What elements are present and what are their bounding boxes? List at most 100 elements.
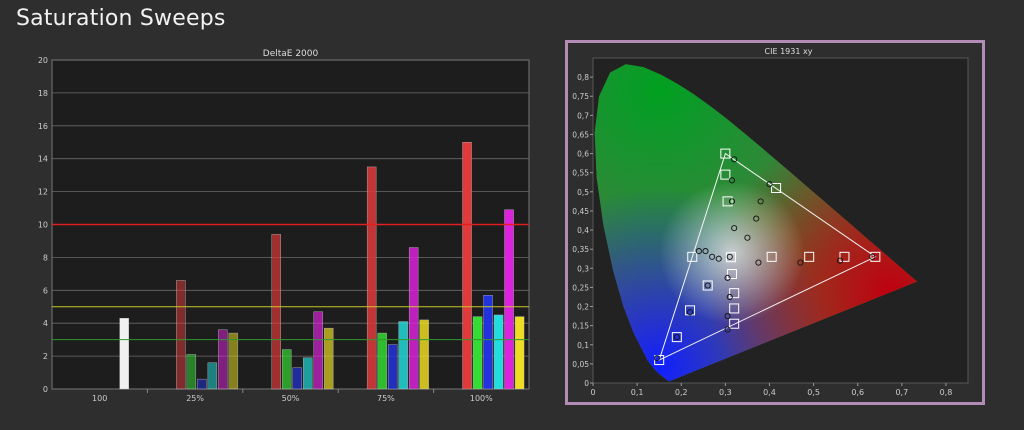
bar xyxy=(483,295,493,390)
bar xyxy=(282,349,292,390)
cie-chart-frame: CIE 1931 xy 0 0,1 0,2 0,3 0,4 0,5 0,6 0,7 0,8 0 0,0… xyxy=(565,40,985,405)
y-tick-label: 0,8 xyxy=(577,73,589,82)
y-tick-label: 0,45 xyxy=(572,207,589,216)
bar xyxy=(119,318,129,390)
target-square xyxy=(766,251,777,262)
y-tick-label: 0 xyxy=(584,379,589,388)
measured-point xyxy=(766,181,773,188)
y-tick-label: 0 xyxy=(43,385,48,394)
x-tick-label: 100% xyxy=(470,394,493,403)
measured-point xyxy=(744,234,751,241)
target-square xyxy=(720,169,731,180)
bar xyxy=(408,247,419,390)
measured-point xyxy=(757,198,764,205)
measured-point xyxy=(724,326,731,333)
measured-point xyxy=(869,253,876,260)
y-tick-label: 0,3 xyxy=(577,264,589,273)
y-tick-label: 0,25 xyxy=(572,283,589,292)
cie-1931-chart: CIE 1931 xy 0 0,1 0,2 0,3 0,4 0,5 0,6 0,7 0,8 0 0,0… xyxy=(572,47,969,397)
y-tick-label: 8 xyxy=(43,253,48,262)
bar xyxy=(186,354,197,390)
bar xyxy=(398,321,408,390)
bar xyxy=(218,329,228,390)
bar xyxy=(387,344,398,390)
delta-e-bar-chart: DeltaE 2000 0 2 4 6 8 10 12 14 16 18 20 100 25% 50% 75%… xyxy=(38,49,530,403)
x-tick-label: 0,7 xyxy=(895,388,908,397)
y-tick-label: 0,2 xyxy=(577,303,589,312)
target-square xyxy=(771,183,782,193)
x-tick-label: 100 xyxy=(92,394,107,403)
target-square xyxy=(729,288,740,299)
measured-point xyxy=(724,313,731,320)
bar xyxy=(271,234,281,390)
bar xyxy=(377,332,387,390)
target-square xyxy=(870,251,881,262)
target-square xyxy=(720,148,731,159)
target-square xyxy=(729,303,740,314)
page-title: Saturation Sweeps xyxy=(16,6,226,31)
bar xyxy=(313,311,323,390)
measured-point xyxy=(687,309,694,316)
y-tick-label: 0,65 xyxy=(572,130,589,139)
bar xyxy=(303,357,313,390)
y-tick-label: 14 xyxy=(38,155,48,164)
measured-point xyxy=(731,225,738,232)
y-tick-label: 6 xyxy=(43,286,48,295)
measured-point xyxy=(695,248,702,255)
target-square xyxy=(726,269,737,280)
measured-point xyxy=(702,248,709,255)
bar xyxy=(324,327,334,390)
y-tick-label: 16 xyxy=(38,122,48,131)
measured-point xyxy=(724,274,731,281)
y-tick-label: 12 xyxy=(38,188,48,197)
y-tick-label: 0,05 xyxy=(572,360,589,369)
bar-chart-title: DeltaE 2000 xyxy=(263,49,319,59)
bar xyxy=(462,142,472,390)
measured-point xyxy=(704,282,711,289)
y-tick-label: 0,5 xyxy=(577,188,589,197)
gamut-triangle xyxy=(658,152,877,362)
measured-point xyxy=(709,253,716,260)
bar xyxy=(472,316,483,390)
measured-point xyxy=(715,255,722,262)
y-tick-label: 0,75 xyxy=(572,92,589,101)
bar xyxy=(176,280,186,390)
target-square xyxy=(702,280,713,291)
bar xyxy=(366,166,377,390)
x-tick-label: 75% xyxy=(377,394,395,403)
x-tick-label: 0,5 xyxy=(807,388,820,397)
measured-point xyxy=(726,293,733,301)
x-tick-label: 0,3 xyxy=(719,388,732,397)
y-tick-label: 10 xyxy=(38,221,48,230)
y-tick-label: 18 xyxy=(38,89,48,98)
y-tick-label: 0,35 xyxy=(572,245,589,254)
x-tick-label: 0 xyxy=(590,388,595,397)
y-tick-label: 0,7 xyxy=(577,111,589,120)
x-tick-label: 0,6 xyxy=(851,388,864,397)
measured-point xyxy=(653,355,661,362)
target-square xyxy=(671,332,682,343)
target-square xyxy=(725,252,736,263)
measured-point xyxy=(728,177,736,184)
measured-point xyxy=(673,334,680,341)
x-tick-label: 0,8 xyxy=(940,388,953,397)
target-square xyxy=(804,251,815,262)
bar xyxy=(493,314,504,390)
target-square xyxy=(839,251,850,262)
x-tick-label: 0,1 xyxy=(631,388,644,397)
measured-point xyxy=(726,253,733,260)
bar xyxy=(504,209,514,390)
y-tick-label: 0,6 xyxy=(577,150,589,159)
y-tick-label: 2 xyxy=(43,352,48,361)
target-square xyxy=(687,251,698,262)
measured-point xyxy=(837,257,844,264)
x-tick-label: 25% xyxy=(186,394,204,403)
x-tick-label: 50% xyxy=(282,394,300,403)
measured-point xyxy=(753,215,760,222)
bar xyxy=(292,367,302,390)
y-tick-label: 20 xyxy=(38,56,48,65)
measured-point xyxy=(797,259,804,266)
target-square xyxy=(722,196,733,207)
y-tick-label: 0,55 xyxy=(572,169,589,178)
bar xyxy=(207,362,218,390)
